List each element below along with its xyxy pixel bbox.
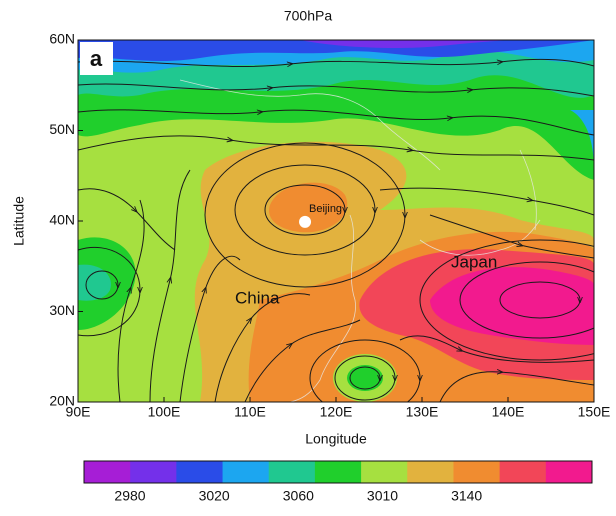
panel-label-box [80, 42, 113, 75]
colorbar-swatch [176, 461, 224, 483]
colorbar: 2980 3020 3060 3010 3140 [83, 460, 593, 504]
panel-label: a [90, 46, 103, 71]
colorbar-swatch [499, 461, 547, 483]
x-tick-label: 90E [66, 404, 91, 420]
y-tick-label: 40N [49, 212, 75, 228]
x-tick-label: 120E [320, 404, 353, 420]
colorbar-frame [83, 460, 593, 484]
colorbar-label: 3060 [283, 488, 314, 504]
x-tick-label: 140E [492, 404, 525, 420]
x-tick-label: 150E [578, 404, 611, 420]
x-axis-label: Longitude [305, 431, 367, 447]
colorbar-label: 3010 [367, 488, 398, 504]
colorbar-label: 2980 [114, 488, 145, 504]
title: 700hPa [284, 8, 332, 24]
y-axis-label: Latitude [11, 196, 27, 246]
city-marker [299, 215, 312, 228]
x-tick-label: 130E [406, 404, 439, 420]
x-tick-label: 100E [148, 404, 181, 420]
y-tick-label: 20N [49, 393, 75, 409]
colorbar-swatch [268, 461, 316, 483]
region-label: Japan [451, 252, 497, 271]
y-tick-label: 30N [49, 302, 75, 318]
colorbar-swatch [407, 461, 454, 483]
colorbar-label: 3140 [451, 488, 482, 504]
field [78, 40, 594, 402]
colorbar-swatch [361, 461, 408, 483]
y-tick-label: 50N [49, 121, 75, 137]
colorbar-swatch [84, 461, 131, 483]
colorbar-swatch [222, 461, 270, 483]
colorbar-swatch [545, 461, 593, 483]
colorbar-swatch [130, 461, 177, 483]
colorbar-label: 3020 [199, 488, 230, 504]
city-label: Beijing [309, 203, 342, 215]
region-label: China [235, 288, 280, 307]
y-tick-label: 60N [49, 31, 75, 47]
x-tick-label: 110E [234, 404, 266, 420]
colorbar-swatch [314, 461, 362, 483]
axes: 90E 100E 110E 120E 130E 140E 150E 20N 30N 40N 50N 6… [49, 31, 610, 420]
colorbar-swatch [453, 461, 501, 483]
streamlines [78, 58, 594, 402]
